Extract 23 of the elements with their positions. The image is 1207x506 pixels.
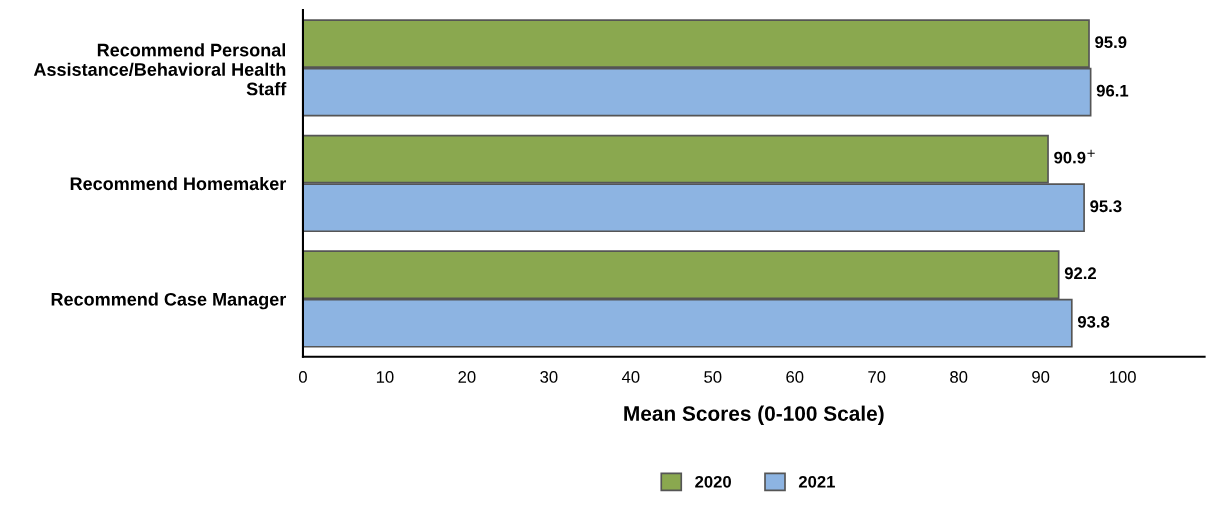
x-tick-label: 20 bbox=[458, 371, 476, 383]
x-tick-label: 100 bbox=[1109, 371, 1136, 383]
x-tick-label: 70 bbox=[868, 371, 886, 383]
x-tick-label: 80 bbox=[950, 371, 968, 383]
y-tick-label: Recommend Personal Assistance/Behavioral Health Staff bbox=[33, 43, 287, 96]
legend-label: 2021 bbox=[798, 475, 835, 488]
data-label: 90.9$^{+}$ bbox=[1054, 149, 1095, 164]
data-label: 93.8 bbox=[1077, 315, 1110, 328]
y-tick-label: Recommend Case Manager bbox=[51, 292, 287, 310]
x-tick-label: 40 bbox=[621, 371, 640, 383]
data-label: 95.9 bbox=[1095, 36, 1127, 49]
data-label: 92.2 bbox=[1064, 267, 1097, 280]
data-label: 95.3 bbox=[1090, 200, 1122, 213]
x-axis-title: Mean Scores (0-100 Scale) bbox=[624, 405, 884, 426]
x-tick-label: 90 bbox=[1032, 371, 1050, 383]
legend-label: 2020 bbox=[695, 475, 731, 488]
x-tick-label: 50 bbox=[704, 371, 722, 383]
x-tick-label: 10 bbox=[376, 371, 394, 383]
data-label: 96.1 bbox=[1096, 84, 1129, 97]
x-tick-label: 60 bbox=[786, 371, 804, 383]
x-tick-label: 30 bbox=[540, 371, 558, 383]
x-tick-label: 0 bbox=[298, 371, 307, 383]
y-tick-label: Recommend Homemaker bbox=[70, 176, 287, 191]
